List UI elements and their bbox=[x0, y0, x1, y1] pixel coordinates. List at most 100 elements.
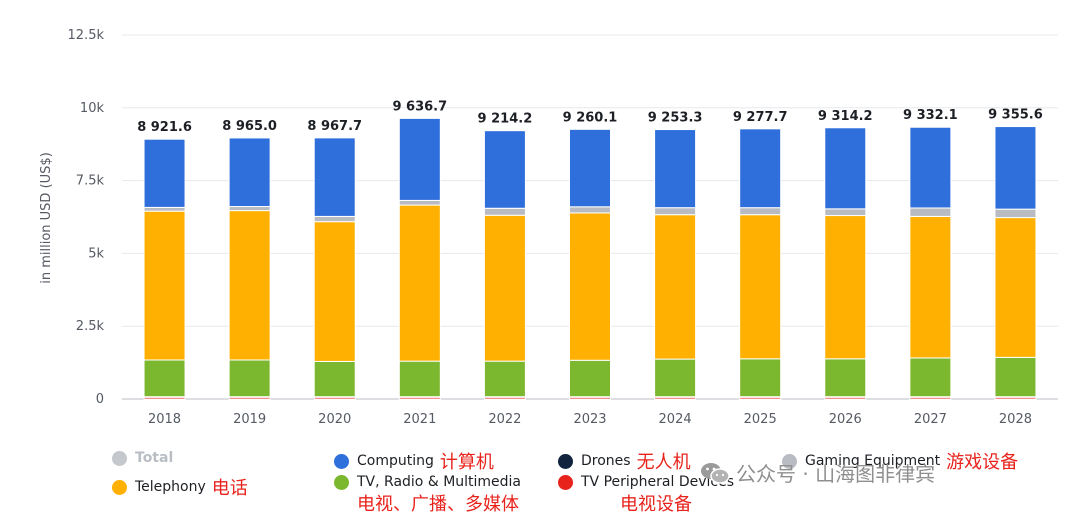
legend-tv-radio-label: TV, Radio & Multimedia bbox=[357, 474, 522, 490]
bar-segment-telephony-2019[interactable] bbox=[228, 210, 271, 361]
bar-segment-computing-2019[interactable] bbox=[228, 137, 271, 208]
bar-segment-gaming-equipment-2023[interactable] bbox=[569, 206, 611, 214]
total-label-2020: 8 967.7 bbox=[307, 119, 362, 134]
bar-segment-computing-2021[interactable] bbox=[398, 117, 441, 201]
bar-segment-tv-radio-multimedia-2024[interactable] bbox=[654, 358, 697, 398]
x-tick-label-2020: 2020 bbox=[318, 412, 351, 427]
bar-segment-gaming-equipment-2028[interactable] bbox=[994, 208, 1037, 219]
total-label-2022: 9 214.2 bbox=[478, 112, 533, 127]
total-label-2028: 9 355.6 bbox=[988, 108, 1043, 123]
legend-item-total[interactable]: Total bbox=[112, 450, 173, 466]
bar-segment-telephony-2020[interactable] bbox=[313, 221, 356, 362]
bar-segment-computing-2024[interactable] bbox=[654, 129, 697, 209]
bar-segment-tv-radio-multimedia-2018[interactable] bbox=[143, 359, 186, 398]
legend-tv-peripheral-label: TV Peripheral Devices bbox=[581, 474, 735, 490]
bar-segment-gaming-equipment-2022[interactable] bbox=[483, 207, 526, 216]
bar-segment-computing-2020[interactable] bbox=[313, 137, 356, 217]
legend-item-gaming[interactable]: Gaming Equipment 游戏设备 bbox=[782, 448, 1018, 474]
bars bbox=[143, 117, 1037, 400]
x-tick-label-2026: 2026 bbox=[829, 412, 862, 427]
legend-gaming-label: Gaming Equipment bbox=[805, 453, 941, 469]
bar-segment-computing-2023[interactable] bbox=[569, 128, 611, 208]
legend-telephony-cn: 电话 bbox=[211, 478, 248, 499]
legend-tv-peripheral-dot-icon bbox=[558, 474, 573, 490]
watermark: 公众号 · 山海图非律宾 bbox=[700, 458, 935, 487]
bar-segment-telephony-2021[interactable] bbox=[398, 204, 441, 362]
total-label-2024: 9 253.3 bbox=[648, 111, 703, 126]
legend-item-tv-radio[interactable]: TV, Radio & Multimedia bbox=[334, 474, 521, 490]
total-label-2025: 9 277.7 bbox=[733, 110, 788, 125]
bar-segment-gaming-equipment-2025[interactable] bbox=[739, 207, 782, 216]
bar-segment-computing-2026[interactable] bbox=[824, 127, 867, 210]
x-tick-label-2025: 2025 bbox=[744, 412, 777, 427]
y-axis-ticks: 0 2.5k 5k 7.5k 10k 12.5k bbox=[68, 28, 105, 407]
bar-segment-telephony-2018[interactable] bbox=[143, 210, 186, 361]
y-tick-label: 12.5k bbox=[68, 28, 105, 43]
legend-drones-cn: 无人机 bbox=[636, 452, 691, 473]
y-tick-label: 5k bbox=[88, 246, 104, 261]
bar-segment-gaming-equipment-2018[interactable] bbox=[143, 206, 186, 212]
y-tick-label: 0 bbox=[96, 392, 104, 407]
wechat-icon bbox=[701, 462, 730, 484]
bar-segment-tv-radio-multimedia-2019[interactable] bbox=[228, 359, 271, 398]
bar-segment-gaming-equipment-2026[interactable] bbox=[824, 208, 867, 217]
legend-gaming-cn: 游戏设备 bbox=[946, 452, 1019, 473]
x-tick-label-2019: 2019 bbox=[233, 412, 266, 427]
bar-segment-gaming-equipment-2024[interactable] bbox=[654, 207, 697, 216]
bar-segment-telephony-2027[interactable] bbox=[909, 215, 952, 359]
bar-segment-tv-radio-multimedia-2026[interactable] bbox=[824, 358, 867, 398]
bar-segment-tv-radio-multimedia-2027[interactable] bbox=[909, 357, 952, 398]
legend-tv-radio-cn: 电视、广播、多媒体 bbox=[357, 494, 519, 515]
bar-segment-telephony-2026[interactable] bbox=[824, 215, 867, 360]
total-label-2018: 8 921.6 bbox=[137, 120, 192, 135]
bar-segment-gaming-equipment-2020[interactable] bbox=[313, 215, 356, 223]
y-tick-label: 2.5k bbox=[76, 319, 105, 334]
bar-segment-computing-2022[interactable] bbox=[483, 130, 526, 209]
legend-computing-label: Computing bbox=[357, 453, 434, 469]
legend-total-dot-icon bbox=[112, 450, 127, 466]
x-tick-label-2022: 2022 bbox=[488, 412, 521, 427]
legend-item-drones[interactable]: Drones 无人机 bbox=[558, 448, 691, 474]
bar-segment-tv-radio-multimedia-2025[interactable] bbox=[739, 358, 782, 398]
legend-telephony-label: Telephony bbox=[135, 479, 206, 495]
watermark-text: 公众号 · 山海图非律宾 bbox=[736, 462, 936, 486]
x-tick-label-2021: 2021 bbox=[403, 412, 436, 427]
total-label-2027: 9 332.1 bbox=[903, 108, 958, 123]
legend-item-tv-peripheral[interactable]: TV Peripheral Devices bbox=[558, 474, 734, 490]
bar-segment-gaming-equipment-2019[interactable] bbox=[228, 206, 271, 212]
x-tick-label-2027: 2027 bbox=[914, 412, 947, 427]
bar-segment-computing-2028[interactable] bbox=[994, 126, 1037, 210]
legend-item-telephony[interactable]: Telephony 电话 bbox=[112, 474, 248, 500]
bar-segment-telephony-2022[interactable] bbox=[483, 214, 526, 362]
stacked-bar-chart: 0 2.5k 5k 7.5k 10k 12.5k 8 921.6 8 965.0 8 967.… bbox=[39, 28, 1058, 427]
bar-segment-gaming-equipment-2021[interactable] bbox=[398, 199, 441, 206]
total-labels: 8 921.6 8 965.0 8 967.7 9 636.7 9 214.2 9 260… bbox=[137, 99, 1043, 135]
bar-segment-telephony-2023[interactable] bbox=[569, 212, 611, 361]
x-tick-label-2018: 2018 bbox=[148, 412, 181, 427]
bar-segment-computing-2025[interactable] bbox=[739, 128, 782, 209]
y-tick-label: 10k bbox=[80, 101, 105, 116]
total-label-2023: 9 260.1 bbox=[563, 110, 618, 125]
bar-segment-tv-radio-multimedia-2028[interactable] bbox=[994, 356, 1037, 398]
legend-item-computing[interactable]: Computing 计算机 bbox=[334, 448, 494, 474]
bar-segment-computing-2018[interactable] bbox=[143, 138, 186, 208]
bar-segment-tv-radio-multimedia-2021[interactable] bbox=[398, 360, 441, 398]
bar-segment-gaming-equipment-2027[interactable] bbox=[909, 207, 952, 217]
legend-tv-peripheral-cn: 电视设备 bbox=[620, 494, 692, 515]
bar-segment-tv-radio-multimedia-2022[interactable] bbox=[483, 360, 526, 398]
y-tick-label: 7.5k bbox=[76, 174, 105, 189]
total-label-2019: 8 965.0 bbox=[222, 119, 277, 134]
bar-segment-tv-radio-multimedia-2020[interactable] bbox=[313, 360, 356, 398]
legend-computing-dot-icon bbox=[334, 453, 349, 469]
x-axis-ticks: 2018 2019 2020 2021 2022 2023 2024 2025 2026 2027… bbox=[148, 412, 1032, 427]
bar-segment-computing-2027[interactable] bbox=[909, 126, 952, 209]
bar-segment-telephony-2024[interactable] bbox=[654, 214, 697, 360]
total-label-2026: 9 314.2 bbox=[818, 109, 873, 124]
bar-segment-tv-radio-multimedia-2023[interactable] bbox=[569, 359, 611, 398]
legend-drones-label: Drones bbox=[581, 453, 631, 469]
legend-total-label: Total bbox=[135, 450, 174, 466]
legend-tv-radio-dot-icon bbox=[334, 474, 349, 490]
bar-segment-telephony-2028[interactable] bbox=[994, 217, 1037, 358]
bar-segment-telephony-2025[interactable] bbox=[739, 214, 782, 360]
total-label-2021: 9 636.7 bbox=[392, 99, 447, 114]
